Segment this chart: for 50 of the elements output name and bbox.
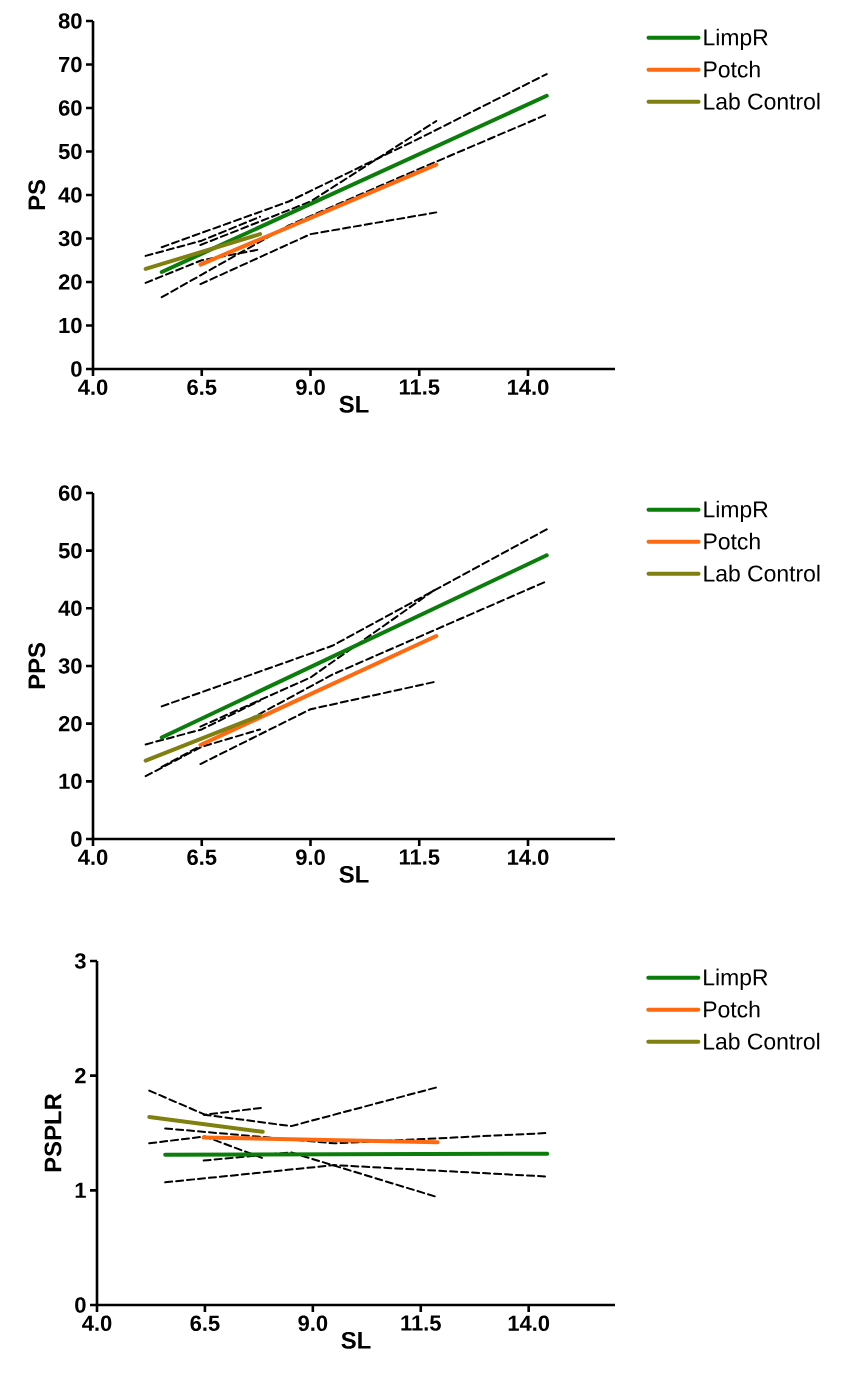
y-tick-label: 50: [58, 542, 82, 559]
x-tick-label: 6.5: [190, 1315, 220, 1332]
y-tick-label: 80: [58, 13, 82, 29]
y-tick-label: 30: [58, 230, 82, 247]
x-tick-label: 6.5: [187, 849, 217, 866]
y-tick-label: 0: [75, 1297, 86, 1313]
x-tick-label: 4.0: [78, 849, 108, 866]
y-axis-title: PS: [28, 179, 46, 210]
legend-label: LimpR: [704, 500, 768, 522]
legend-label: Lab Control: [704, 1032, 820, 1050]
y-tick-label: 0: [71, 831, 82, 847]
legend-label: LimpR: [704, 28, 768, 50]
legend-label: Potch: [704, 60, 760, 78]
x-tick-label: 14.0: [508, 849, 549, 866]
x-tick-label: 11.5: [401, 1315, 441, 1331]
y-tick-label: 0: [71, 361, 82, 377]
x-tick-label: 11.5: [399, 379, 440, 395]
x-tick-label: 9.0: [298, 1315, 328, 1332]
y-tick-label: 30: [58, 658, 82, 674]
x-axis-title: SL: [341, 1331, 371, 1349]
x-axis-title: SL: [339, 395, 369, 413]
legend-label: Potch: [704, 1000, 760, 1018]
y-tick-label: 20: [58, 715, 82, 732]
x-tick-label: 9.0: [296, 849, 325, 866]
y-tick-label: 3: [74, 953, 86, 969]
y-tick-label: 60: [58, 485, 82, 501]
y-tick-label: 70: [59, 56, 82, 73]
y-tick-label: 40: [58, 187, 82, 203]
y-tick-label: 10: [59, 773, 82, 790]
y-tick-label: 2: [75, 1068, 86, 1084]
x-axis-title: SL: [339, 865, 369, 883]
y-axis-title: PPS: [28, 643, 46, 689]
x-tick-label: 4.0: [82, 1315, 112, 1332]
x-tick-label: 11.5: [399, 849, 440, 865]
y-tick-label: 20: [58, 274, 82, 290]
x-tick-label: 4.0: [78, 379, 108, 396]
y-tick-label: 50: [58, 143, 82, 160]
y-tick-label: 60: [58, 100, 82, 116]
x-tick-label: 14.0: [508, 1315, 550, 1332]
y-tick-label: 1: [75, 1182, 86, 1198]
x-tick-label: 14.0: [508, 379, 549, 396]
x-tick-label: 9.0: [296, 379, 325, 396]
legend-label: Potch: [704, 532, 760, 550]
y-tick-label: 40: [58, 600, 82, 617]
x-tick-label: 6.5: [187, 379, 217, 396]
legend-label: Lab Control: [704, 564, 820, 582]
y-tick-label: 10: [59, 317, 82, 334]
legend-label: Lab Control: [704, 92, 820, 110]
y-axis-title: PSPLR: [44, 1093, 62, 1172]
legend-label: LimpR: [704, 968, 768, 990]
